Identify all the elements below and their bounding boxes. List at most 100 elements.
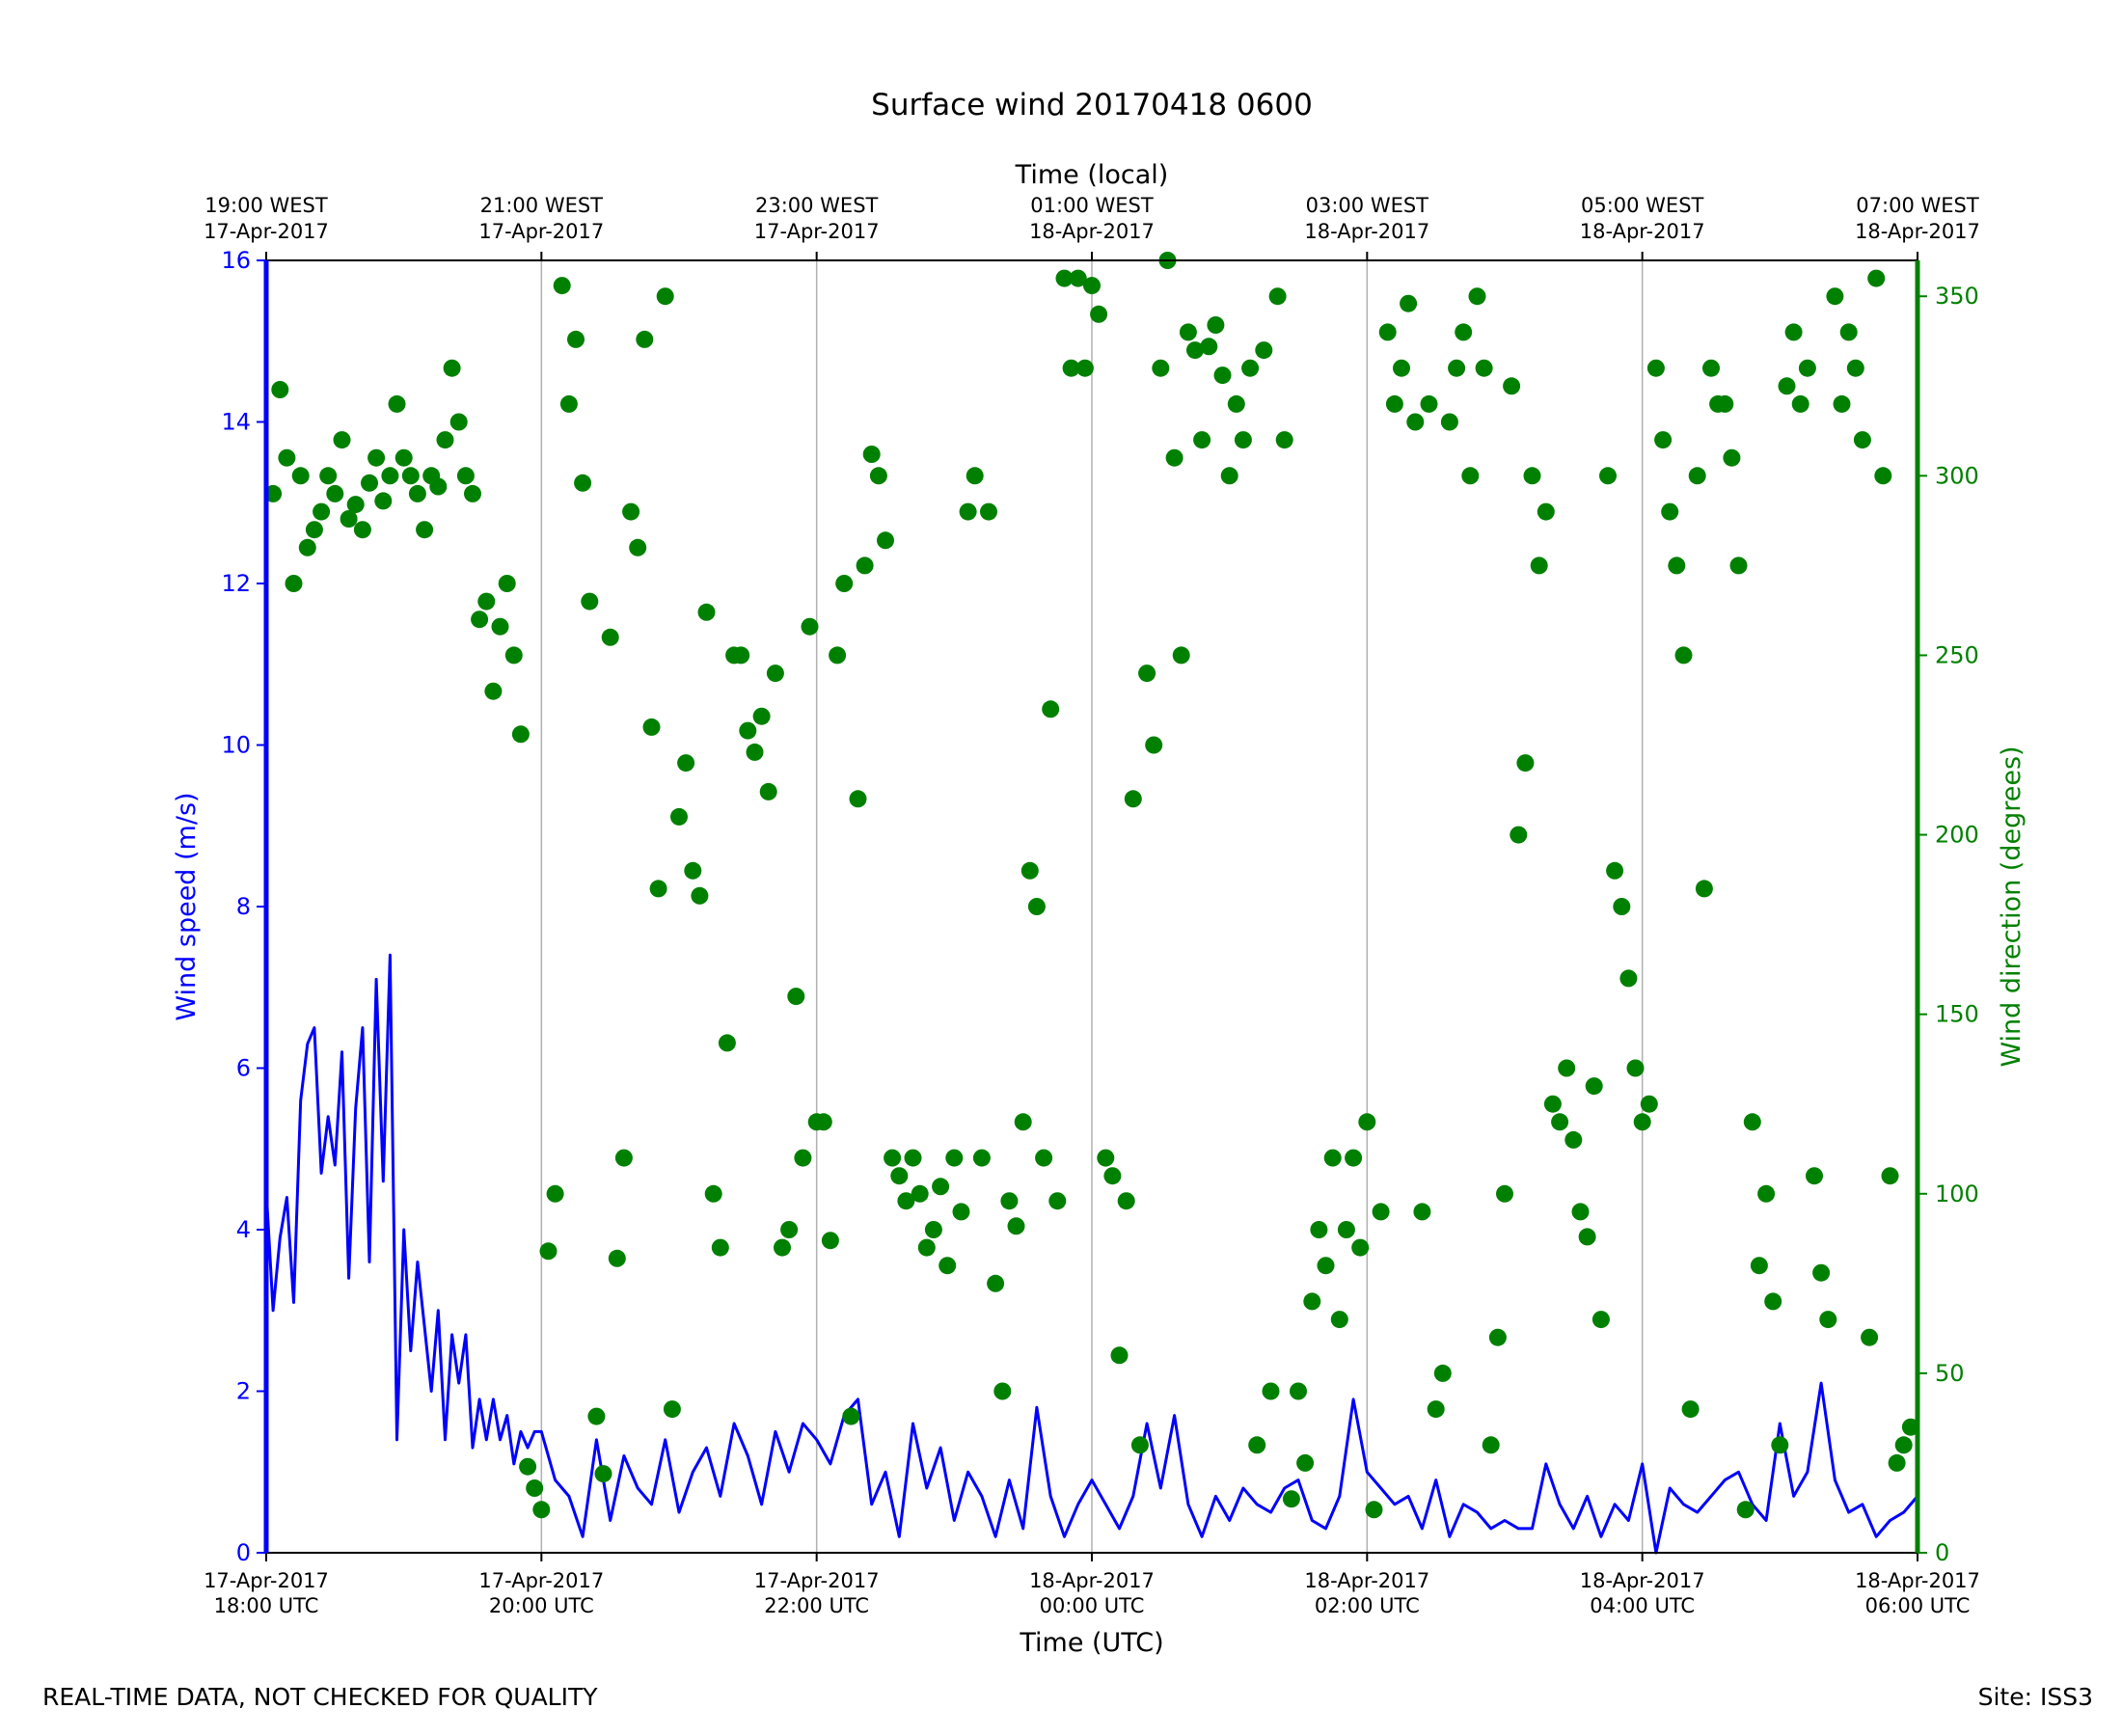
left-axis-label: Wind speed (m/s) (172, 792, 202, 1020)
wind-direction-point (1599, 467, 1617, 485)
wind-direction-point (1097, 1149, 1115, 1167)
wind-direction-point (663, 1400, 681, 1419)
wind-direction-point (559, 394, 578, 413)
wind-direction-point (1075, 359, 1094, 377)
bottom-tick-time: 04:00 UTC (1590, 1594, 1695, 1617)
left-tick-label: 4 (236, 1216, 251, 1243)
wind-direction-point (1833, 394, 1851, 413)
wind-direction-point (993, 1382, 1012, 1400)
wind-direction-point (890, 1167, 909, 1185)
wind-direction-point (394, 448, 413, 467)
wind-direction-point (1290, 1382, 1307, 1400)
wind-direction-point (1268, 287, 1287, 306)
wind-direction-point (1165, 448, 1183, 467)
wind-direction-point (718, 1034, 736, 1052)
right-tick-label: 0 (1935, 1539, 1949, 1566)
wind-direction-point (1248, 1436, 1266, 1454)
wind-direction-point (1736, 1501, 1755, 1519)
wind-direction-point (313, 502, 331, 521)
wind-direction-point (601, 628, 619, 646)
bottom-tick-date: 18-Apr-2017 (1029, 1569, 1155, 1592)
wind-direction-point (401, 467, 420, 485)
wind-direction-point (829, 646, 847, 665)
wind-direction-point (917, 1238, 936, 1257)
wind-direction-point (636, 330, 654, 348)
wind-direction-point (511, 725, 530, 744)
wind-direction-point (1674, 646, 1693, 665)
wind-direction-point (1461, 467, 1480, 485)
wind-direction-point (821, 1232, 839, 1250)
wind-direction-point (691, 886, 709, 905)
wind-direction-point (1626, 1059, 1645, 1077)
wind-direction-point (1551, 1113, 1569, 1131)
top-tick-date: 17-Apr-2017 (754, 220, 880, 243)
wind-direction-point (1543, 1095, 1562, 1113)
right-tick-label: 350 (1935, 283, 1979, 310)
wind-direction-point (1681, 1400, 1700, 1419)
wind-direction-point (1385, 394, 1403, 413)
wind-direction-point (1090, 305, 1108, 323)
wind-direction-point (1055, 269, 1074, 287)
wind-direction-point (504, 646, 523, 665)
top-tick-date: 17-Apr-2017 (204, 220, 329, 243)
right-tick-label: 200 (1935, 822, 1979, 849)
wind-direction-point (1661, 502, 1679, 521)
wind-direction-point (849, 790, 867, 808)
wind-direction-point (835, 575, 854, 592)
wind-direction-point (1901, 1418, 1919, 1436)
wind-direction-point (924, 1221, 942, 1238)
wind-direction-point (1482, 1436, 1500, 1454)
wind-direction-point (1337, 1221, 1355, 1238)
wind-direction-point (904, 1149, 922, 1167)
wind-direction-point (814, 1113, 832, 1131)
wind-direction-point (1145, 736, 1163, 754)
wind-direction-point (1351, 1238, 1370, 1257)
wind-direction-point (1110, 1346, 1129, 1365)
wind-direction-point (939, 1257, 957, 1275)
wind-direction-point (1413, 1203, 1431, 1221)
wind-direction-point (1172, 646, 1190, 665)
right-tick-label: 50 (1935, 1360, 1965, 1387)
wind-direction-point (656, 287, 674, 306)
wind-direction-point (972, 1149, 991, 1167)
wind-direction-point (291, 467, 310, 485)
wind-direction-point (1062, 359, 1080, 377)
wind-direction-point (429, 477, 448, 496)
wind-direction-point (1867, 269, 1886, 287)
left-tick-label: 10 (221, 732, 251, 759)
wind-direction-point (1771, 1436, 1789, 1454)
wind-direction-point (1537, 502, 1555, 521)
wind-direction-point (1103, 1167, 1122, 1185)
wind-direction-point (1516, 754, 1535, 773)
wind-direction-point (649, 880, 667, 898)
wind-direction-point (987, 1274, 1005, 1292)
wind-direction-point (1488, 1328, 1507, 1346)
wind-direction-point (1558, 1059, 1576, 1077)
wind-direction-point (1503, 377, 1521, 395)
wind-direction-point (877, 531, 894, 550)
wind-direction-point (608, 1249, 626, 1267)
wind-direction-point (1633, 1113, 1651, 1131)
wind-direction-point (1695, 880, 1713, 898)
wind-direction-point (285, 575, 303, 592)
top-tick-time: 23:00 WEST (755, 194, 879, 217)
wind-direction-point (1723, 448, 1741, 467)
wind-direction-point (553, 277, 571, 295)
wind-speed-line (264, 953, 1919, 1555)
right-tick-label: 300 (1935, 462, 1979, 489)
wind-direction-point (1323, 1149, 1342, 1167)
wind-direction-point (1839, 323, 1858, 341)
wind-direction-point (1716, 394, 1734, 413)
wind-direction-point (1330, 1311, 1348, 1329)
wind-direction-point (1646, 359, 1665, 377)
wind-direction-point (367, 448, 386, 467)
wind-direction-point (1179, 323, 1197, 341)
left-tick-label: 16 (221, 247, 251, 274)
wind-direction-point (759, 782, 777, 800)
grid-layer (540, 260, 1644, 1553)
wind-direction-point (1262, 1382, 1280, 1400)
wind-direction-point (1798, 359, 1816, 377)
wind-direction-point (629, 538, 647, 556)
wind-direction-point (546, 1184, 564, 1203)
